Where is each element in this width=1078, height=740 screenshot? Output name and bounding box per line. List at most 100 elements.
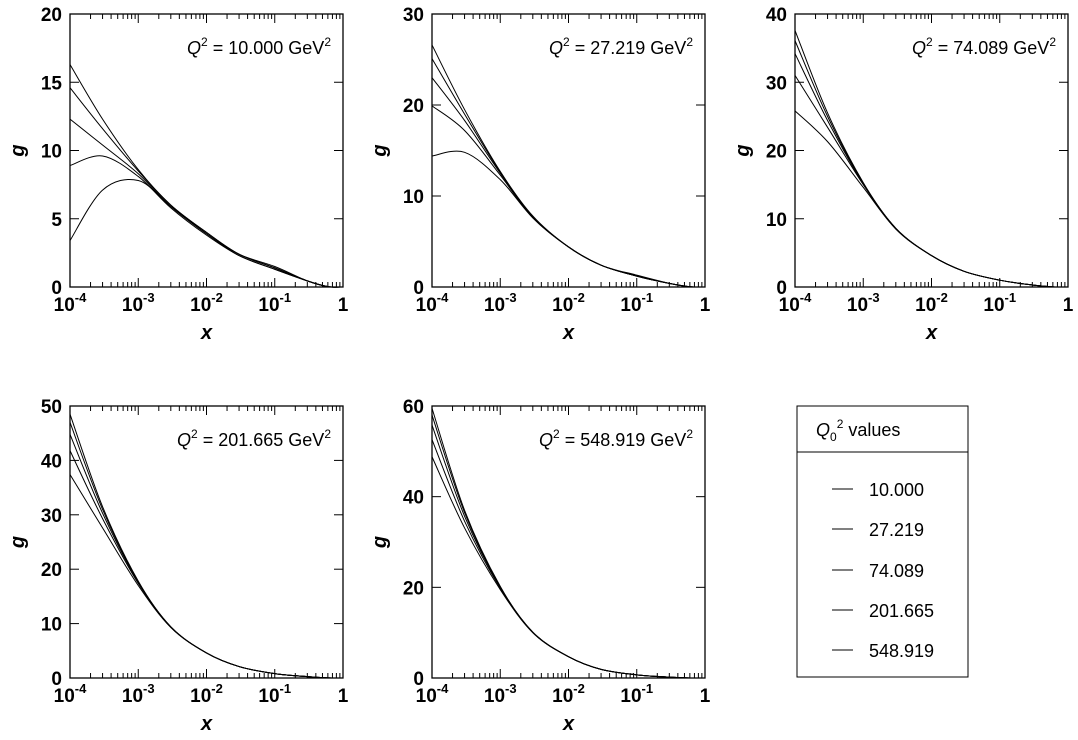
series-lines bbox=[794, 30, 1069, 288]
x-ticks bbox=[431, 14, 706, 287]
series-line-5 bbox=[431, 456, 706, 679]
panel-title: Q2 = 27.219 GeV2 bbox=[549, 35, 693, 58]
x-tick-base: 10 bbox=[258, 686, 279, 707]
y-tick-label: 20 bbox=[41, 5, 62, 26]
x-tick-label: 1 bbox=[1063, 295, 1074, 316]
x-tick-base: 10 bbox=[779, 295, 800, 316]
x-tick-base: 10 bbox=[620, 295, 641, 316]
series-line-3 bbox=[69, 118, 344, 288]
x-tick-label: 10-1 bbox=[620, 290, 653, 316]
x-ticks bbox=[69, 406, 344, 678]
y-tick-label: 10 bbox=[41, 615, 62, 636]
x-tick-exponent: -3 bbox=[143, 290, 155, 305]
x-tick-exponent: -4 bbox=[75, 290, 87, 305]
legend-title: Q02 values bbox=[816, 417, 900, 444]
x-tick-label: 10-2 bbox=[190, 681, 223, 707]
x-tick-base: 10 bbox=[54, 295, 75, 316]
series-line-5 bbox=[69, 474, 344, 679]
x-tick-exponent: -3 bbox=[143, 681, 155, 696]
x-tick-exponent: -1 bbox=[642, 681, 654, 696]
x-tick-exponent: -3 bbox=[505, 681, 517, 696]
y-tick-label: 0 bbox=[776, 278, 787, 299]
series-line-2 bbox=[431, 414, 706, 679]
series-line-1 bbox=[794, 30, 1069, 288]
title-text: = 548.919 GeV bbox=[560, 430, 687, 450]
x-tick-base: 10 bbox=[54, 686, 75, 707]
legend-box bbox=[796, 405, 969, 678]
series-line-4 bbox=[431, 439, 706, 679]
x-tick-exponent: -2 bbox=[573, 290, 585, 305]
series-line-2 bbox=[69, 422, 344, 679]
x-tick-exponent: -4 bbox=[437, 290, 449, 305]
legend-entries: 10.000 27.219 74.089 201.665 548.919 bbox=[832, 480, 934, 661]
x-axis-label: x bbox=[200, 713, 213, 735]
series-line-3 bbox=[431, 77, 706, 288]
x-axis-label: x bbox=[562, 322, 575, 344]
x-axis-label: x bbox=[562, 713, 575, 735]
x-tick-exponent: -3 bbox=[868, 290, 880, 305]
x-tick-exponent: -4 bbox=[800, 290, 812, 305]
x-tick-exponent: -2 bbox=[211, 681, 223, 696]
y-tick-label: 30 bbox=[41, 506, 62, 527]
x-tick-base: 10 bbox=[484, 295, 505, 316]
x-tick-label: 10-1 bbox=[620, 681, 653, 707]
y-tick-label: 20 bbox=[41, 560, 62, 581]
x-tick-base: 10 bbox=[122, 686, 143, 707]
x-tick-exponent: -4 bbox=[437, 681, 449, 696]
panel-title: Q2 = 10.000 GeV2 bbox=[187, 35, 331, 58]
title-superscript: 2 bbox=[563, 35, 570, 49]
title-symbol: Q bbox=[912, 38, 926, 58]
series-line-5 bbox=[69, 178, 344, 288]
series-line-3 bbox=[431, 424, 706, 679]
y-tick-label: 10 bbox=[766, 210, 787, 231]
x-tick-label: 10-4 bbox=[54, 290, 87, 316]
legend-entry-1: 10.000 bbox=[869, 480, 924, 500]
y-axis-label: g bbox=[369, 144, 391, 157]
x-tick-label: 10-2 bbox=[190, 290, 223, 316]
y-ticks bbox=[70, 13, 343, 288]
x-tick-label: 10-4 bbox=[779, 290, 812, 316]
y-tick-label: 30 bbox=[766, 73, 787, 94]
x-tick-base: 1 bbox=[1063, 295, 1074, 316]
panel-title: Q2 = 548.919 GeV2 bbox=[539, 427, 693, 450]
y-axis-label: g bbox=[7, 144, 29, 157]
x-tick-label: 10-4 bbox=[416, 681, 449, 707]
y-tick-label: 20 bbox=[403, 96, 424, 117]
series-line-4 bbox=[69, 155, 344, 288]
title-text: = 10.000 GeV bbox=[208, 38, 325, 58]
series-line-4 bbox=[69, 450, 344, 679]
title-superscript: 2 bbox=[201, 35, 208, 49]
x-tick-label: 10-2 bbox=[552, 681, 585, 707]
series-line-2 bbox=[794, 40, 1069, 288]
x-tick-base: 10 bbox=[983, 295, 1004, 316]
title-superscript: 2 bbox=[926, 35, 933, 49]
x-tick-label: 10-3 bbox=[122, 681, 155, 707]
title-unit-superscript: 2 bbox=[686, 35, 693, 49]
title-symbol: Q bbox=[177, 430, 191, 450]
x-tick-base: 10 bbox=[416, 295, 437, 316]
legend-title-superscript: 2 bbox=[837, 417, 844, 431]
title-unit-superscript: 2 bbox=[686, 427, 693, 441]
x-axis-label: x bbox=[925, 322, 938, 344]
x-tick-base: 1 bbox=[338, 686, 349, 707]
x-tick-label: 1 bbox=[700, 686, 711, 707]
x-tick-label: 10-3 bbox=[484, 681, 517, 707]
y-tick-label: 15 bbox=[41, 73, 63, 94]
x-tick-base: 10 bbox=[552, 295, 573, 316]
title-unit-superscript: 2 bbox=[1049, 35, 1056, 49]
series-line-1 bbox=[69, 413, 344, 679]
legend: Q02 values 10.000 27.219 74.089 201.665 … bbox=[796, 405, 969, 678]
legend-title-symbol: Q bbox=[816, 420, 830, 440]
x-tick-label: 1 bbox=[338, 295, 349, 316]
series-line-1 bbox=[69, 64, 344, 288]
series-line-1 bbox=[431, 44, 706, 288]
x-tick-exponent: -2 bbox=[573, 681, 585, 696]
x-tick-base: 1 bbox=[700, 686, 711, 707]
x-ticks bbox=[431, 406, 706, 678]
x-tick-exponent: -2 bbox=[936, 290, 948, 305]
x-tick-base: 10 bbox=[190, 686, 211, 707]
series-line-3 bbox=[794, 53, 1069, 288]
